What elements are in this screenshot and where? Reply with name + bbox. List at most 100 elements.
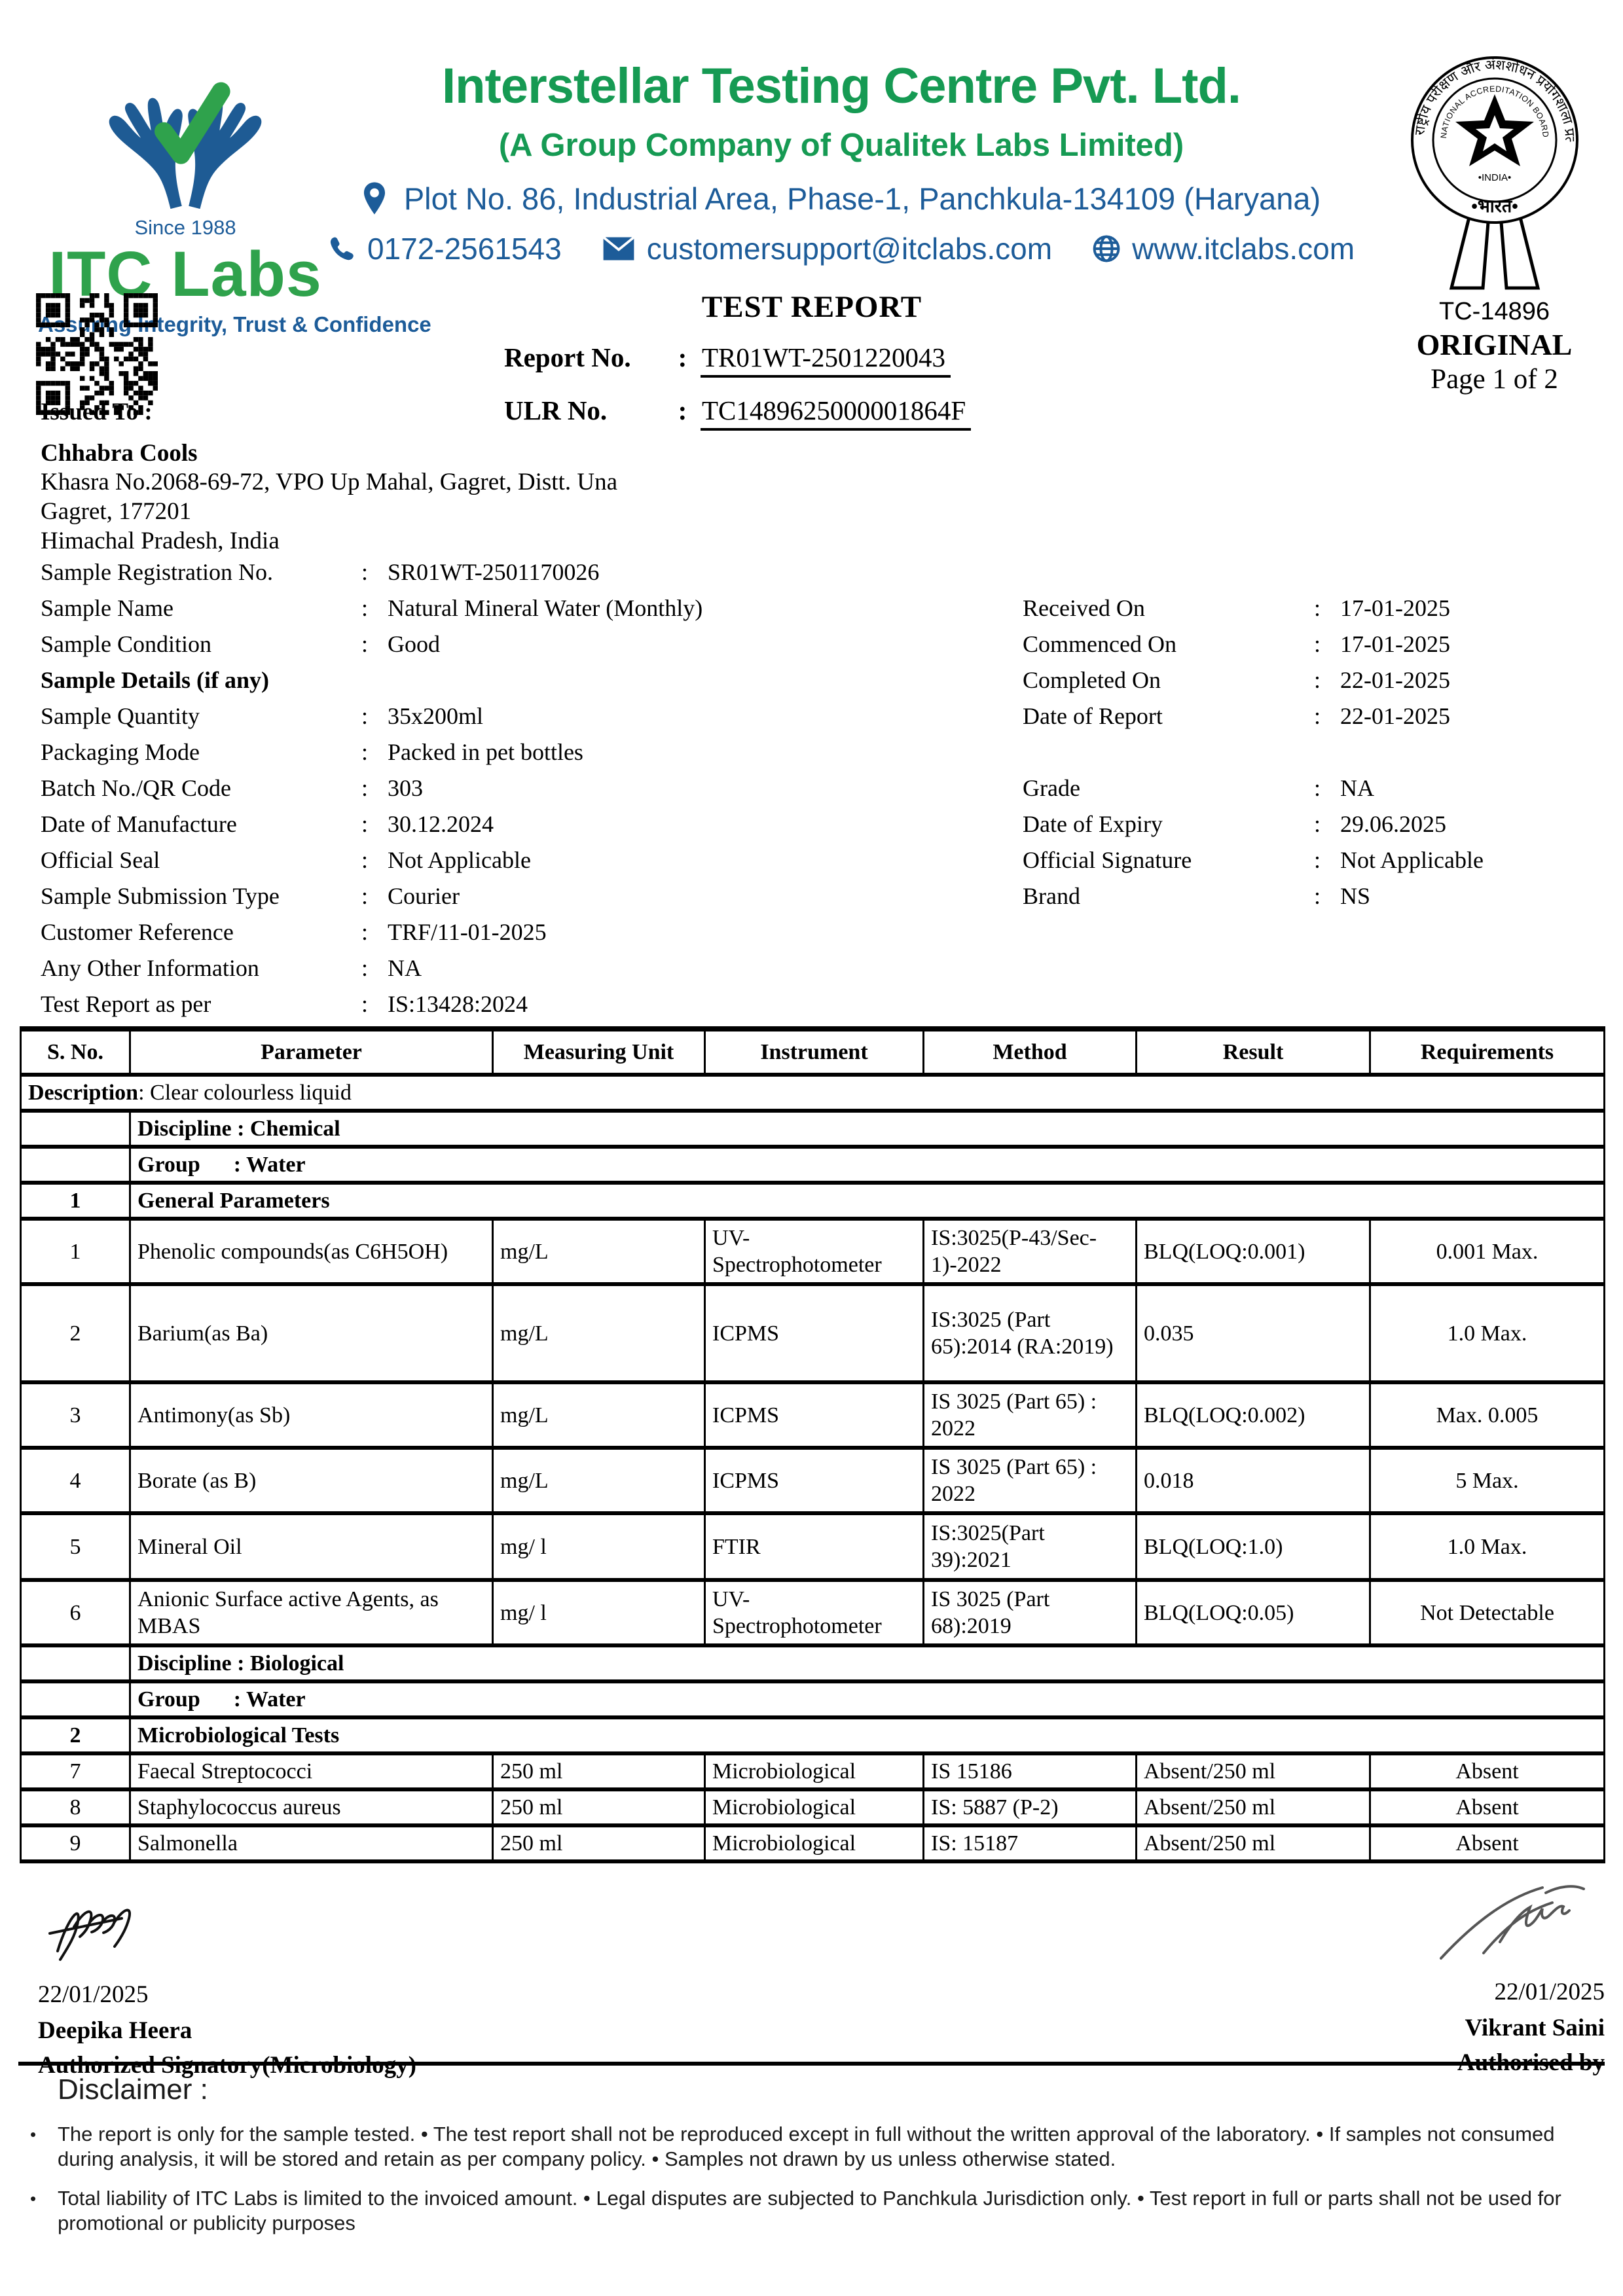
- table-cell: ICPMS: [704, 1380, 924, 1450]
- disclaimer-item: • The report is only for the sample teste…: [26, 2122, 1597, 2172]
- table-cell: Antimony(as Sb): [129, 1380, 494, 1450]
- field-value: Natural Mineral Water (Monthly): [388, 594, 703, 621]
- field-label: Official Seal: [41, 846, 160, 873]
- signature-block-microbiology: 22/01/2025 Deepika Heera Authorized Sign…: [38, 1889, 536, 2079]
- field-row: Sample Name: Natural Mineral Water (Month…: [41, 590, 1592, 626]
- field-label: Sample Condition: [41, 630, 211, 657]
- company-website: www.itclabs.com: [1132, 231, 1355, 266]
- table-cell: IS: 5887 (P-2): [922, 1787, 1137, 1827]
- table-row: 3 Antimony(as Sb) mg/L ICPMS IS 3025 (Part 6…: [20, 1380, 1605, 1450]
- table-cell: 1: [20, 1181, 131, 1221]
- sample-fields: Sample Registration No.: SR01WT-250117002…: [41, 554, 1592, 1022]
- table-cell: IS 3025 (Part 65) : 2022: [922, 1446, 1137, 1515]
- table-cell: 250 ml: [492, 1823, 706, 1863]
- company-phone: 0172-2561543: [367, 231, 562, 266]
- table-cell: IS:3025(P-43/Sec-1)-2022: [922, 1217, 1137, 1286]
- table-row: 7 Faecal Streptococci 250 ml Microbiologica…: [20, 1751, 1605, 1791]
- colon: :: [1314, 882, 1321, 909]
- field-label: Test Report as per: [41, 990, 211, 1017]
- table-cell: IS 15186: [922, 1751, 1137, 1791]
- copy-type-label: ORIGINAL: [1416, 328, 1573, 361]
- customer-address-line: Khasra No.2068-69-72, VPO Up Mahal, Gagr…: [41, 469, 618, 495]
- company-email: customersupport@itclabs.com: [646, 231, 1053, 266]
- disclaimer-text: The report is only for the sample tested…: [58, 2123, 1555, 2170]
- colon: :: [1314, 810, 1321, 837]
- table-row: 2 Microbiological Tests: [20, 1715, 1605, 1755]
- column-header: Measuring Unit: [492, 1026, 706, 1077]
- ulr-no-row: ULR No. : TC1489625000001864F: [504, 395, 1120, 431]
- bullet-icon: •: [30, 2189, 37, 2208]
- results-table: S. No. Parameter Measuring Unit Instrument M…: [20, 1026, 1605, 1863]
- table-cell: IS:3025 (Part 65):2014 (RA:2019): [922, 1282, 1137, 1384]
- field-value: 22-01-2025: [1340, 666, 1450, 693]
- field-label: Batch No./QR Code: [41, 774, 231, 801]
- colon: :: [361, 846, 369, 873]
- table-cell: Absent/250 ml: [1135, 1787, 1371, 1827]
- table-cell: mg/L: [492, 1380, 706, 1450]
- table-cell: mg/L: [492, 1446, 706, 1515]
- table-cell: 8: [20, 1787, 131, 1827]
- colon: :: [361, 774, 369, 801]
- field-label: Sample Details (if any): [41, 666, 269, 693]
- field-label: Completed On: [1023, 666, 1161, 693]
- field-row: Batch No./QR Code:303 Grade: NA: [41, 770, 1592, 806]
- table-row: 2 Barium(as Ba) mg/L ICPMS IS:3025 (Part 65)…: [20, 1282, 1605, 1384]
- qr-code: [36, 293, 158, 418]
- table-row: Description: Clear colourless liquid: [20, 1073, 1605, 1113]
- bullet-icon: •: [30, 2125, 37, 2144]
- column-header: Parameter: [129, 1026, 494, 1077]
- signature-date: 22/01/2025: [1494, 1979, 1605, 2005]
- table-cell: Absent/250 ml: [1135, 1751, 1371, 1791]
- table-cell: mg/ l: [492, 1578, 706, 1647]
- table-row: Discipline : Biological: [20, 1643, 1605, 1683]
- table-cell: General Parameters: [129, 1181, 1605, 1221]
- column-header: Requirements: [1369, 1026, 1605, 1077]
- table-cell: Microbiological: [704, 1751, 924, 1791]
- colon: :: [361, 558, 369, 585]
- colon: :: [1314, 630, 1321, 657]
- colon: :: [361, 738, 369, 765]
- table-cell: ICPMS: [704, 1282, 924, 1384]
- table-cell: Absent: [1369, 1751, 1605, 1791]
- phone-icon: [328, 235, 356, 262]
- field-label: Brand: [1023, 882, 1080, 909]
- field-row: Date of Manufacture:30.12.2024 Date of Ex…: [41, 806, 1592, 842]
- table-cell: 1.0 Max.: [1369, 1282, 1605, 1384]
- disclaimer-item: • Total liability of ITC Labs is limited …: [26, 2186, 1597, 2236]
- field-value: NA: [388, 954, 422, 981]
- table-cell: [20, 1643, 131, 1683]
- globe-icon: [1093, 235, 1120, 262]
- table-cell: 0.035: [1135, 1282, 1371, 1384]
- field-label: Packaging Mode: [41, 738, 200, 765]
- page-number: Page 1 of 2: [1431, 364, 1558, 395]
- field-value: TRF/11-01-2025: [388, 918, 547, 945]
- customer-address-line: Himachal Pradesh, India: [41, 528, 280, 554]
- colon: :: [361, 594, 369, 621]
- colon: :: [678, 342, 687, 372]
- table-cell: [20, 1145, 131, 1185]
- field-value: 22-01-2025: [1340, 702, 1450, 729]
- field-value: NS: [1340, 882, 1371, 909]
- table-cell: IS: 15187: [922, 1823, 1137, 1863]
- table-row: 6 Anionic Surface active Agents, as MBAS m…: [20, 1578, 1605, 1647]
- table-row: Discipline : Chemical: [20, 1109, 1605, 1149]
- disclaimer-heading: Disclaimer :: [58, 2073, 208, 2106]
- field-label: Official Signature: [1023, 846, 1192, 873]
- colon: :: [1314, 666, 1321, 693]
- seal-certificate-code: TC-14896: [1439, 298, 1550, 325]
- field-label: Sample Registration No.: [41, 558, 273, 585]
- table-row: 9 Salmonella 250 ml Microbiological IS: 1518…: [20, 1823, 1605, 1863]
- company-contact-row: 0172-2561543 customersupport@itclabs.com…: [321, 231, 1362, 266]
- report-header: TEST REPORT Report No. : TR01WT-25012200…: [504, 289, 1120, 431]
- colon: :: [361, 810, 369, 837]
- table-cell: Description: Clear colourless liquid: [20, 1073, 1605, 1113]
- colon: :: [361, 702, 369, 729]
- seal-india-hindi: •भारत•: [1471, 196, 1518, 216]
- table-cell: Absent: [1369, 1787, 1605, 1827]
- field-label: Customer Reference: [41, 918, 234, 945]
- location-pin-icon: [362, 181, 387, 215]
- colon: :: [1314, 846, 1321, 873]
- table-cell: 250 ml: [492, 1787, 706, 1827]
- field-row: Sample Details (if any) Completed On:22-0…: [41, 662, 1592, 698]
